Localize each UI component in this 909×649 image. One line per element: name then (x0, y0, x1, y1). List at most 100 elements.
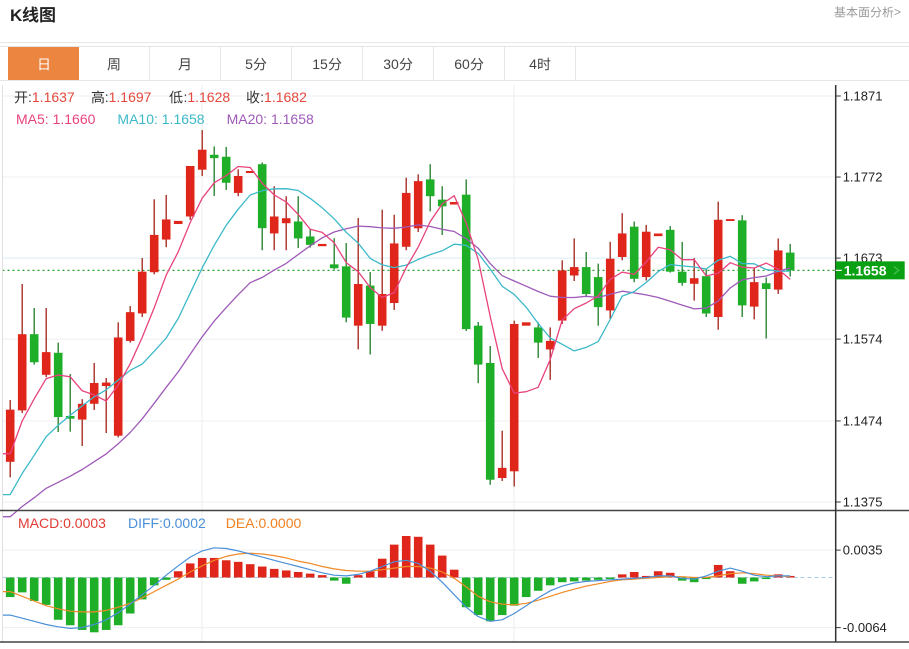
diff-line (2, 547, 791, 630)
candle-body (221, 156, 231, 183)
tab-日[interactable] (8, 47, 79, 80)
macd-bar (785, 575, 795, 578)
candle-body (293, 221, 303, 239)
macd-legend-item: DEA:0.0000 (226, 515, 302, 531)
kline-chart[interactable]: 1.1871 1.1772 1.1673 1.1574 1.1474 1.1375 0.00… (0, 85, 909, 644)
candle-body (701, 276, 711, 314)
macd-bar (521, 577, 531, 598)
legend-label: : (246, 89, 264, 105)
cjk-glyph (178, 57, 192, 71)
cjk-glyph (858, 6, 870, 18)
macd-bar (689, 577, 699, 583)
tab-周[interactable] (79, 47, 150, 80)
ohlc-legend-item: :1.1637 (14, 89, 75, 105)
tab-30分[interactable]: 30 (363, 47, 434, 80)
candle-body (653, 233, 663, 237)
legend-value: 1.1637 (31, 89, 75, 105)
macd-bar (485, 577, 495, 622)
macd-bar (665, 572, 675, 578)
macd-bar (293, 572, 303, 578)
tab-15分[interactable]: 15 (292, 47, 363, 80)
cjk-glyph (870, 6, 882, 18)
candle-body (341, 266, 351, 318)
price-axis-label: 1.1871 (843, 89, 883, 104)
candle-body (365, 285, 375, 324)
macd-bar (113, 577, 123, 626)
macd-bar (605, 577, 615, 580)
candle-body (245, 170, 255, 174)
macd-bar (617, 574, 627, 578)
legend-label: DEA: (225, 515, 259, 531)
macd-bar (437, 555, 447, 578)
macd-bar (77, 577, 87, 630)
tab-5分[interactable]: 5 (221, 47, 292, 80)
macd-bar (629, 572, 639, 578)
candle-body (41, 352, 51, 375)
macd-bar (569, 577, 579, 582)
macd-bar (257, 566, 267, 578)
macd-bar (197, 557, 207, 578)
macd-bar (125, 577, 135, 614)
candle-body (473, 325, 483, 365)
macd-bar (209, 557, 219, 578)
tab-月[interactable] (150, 47, 221, 80)
ma-legend-item: MA5: 1.1660 (16, 111, 95, 127)
tab-60分[interactable]: 60 (434, 47, 505, 80)
candle-body (533, 327, 543, 343)
legend-value: 0.0003 (63, 515, 106, 531)
candle-body (425, 179, 435, 197)
macd-bar (341, 577, 351, 584)
macd-bar (365, 571, 375, 578)
macd-bar (17, 577, 27, 593)
macd-bar (233, 561, 243, 578)
tab-4时[interactable]: 4 (505, 47, 576, 80)
candle-body (761, 283, 771, 290)
macd-bar (65, 577, 75, 626)
macd-bar (449, 569, 459, 578)
cjk-glyph (246, 90, 260, 104)
price-axis-label: 1.1574 (843, 332, 883, 347)
cjk-glyph (882, 6, 894, 18)
candle-body (449, 202, 459, 205)
cjk-glyph (470, 57, 484, 71)
candle-body (605, 258, 615, 311)
macd-bar (161, 577, 171, 580)
macd-legend-item: MACD:0.0003 (18, 515, 106, 531)
cjk-glyph (834, 6, 846, 18)
candle-body (509, 323, 519, 472)
candle-body (17, 334, 27, 411)
ohlc-legend: :1.1637:1.1697:1.1628:1.1682 (14, 89, 307, 105)
chart-canvas[interactable]: 1.18711.17721.16731.15741.14741.13750.00… (0, 85, 909, 644)
fundamental-analysis-link[interactable]: > (834, 5, 901, 19)
candle-body (5, 409, 15, 462)
macd-bar (401, 536, 411, 578)
candle-body (53, 352, 63, 418)
candle-body (617, 233, 627, 258)
page-title: K (10, 4, 56, 28)
macd-bar (41, 577, 51, 605)
candle-body (269, 216, 279, 234)
macd-bar (593, 577, 603, 580)
current-price-badge (835, 261, 905, 280)
candle-body (209, 154, 219, 159)
period-tabs: 5 15 30 60 4 (8, 47, 576, 80)
candle-body (713, 219, 723, 318)
legend-label: : (14, 89, 32, 105)
cjk-glyph (846, 6, 858, 18)
legend-value: 1.1660 (52, 111, 96, 127)
macd-bar (653, 571, 663, 578)
candle-body (725, 219, 735, 221)
macd-bar (413, 536, 423, 578)
candle-body (521, 322, 531, 326)
period-tabbar: 5 15 30 60 4 (0, 46, 909, 81)
cjk-glyph (253, 57, 267, 71)
candle-body (641, 231, 651, 278)
candle-body (461, 194, 471, 330)
macd-bar (137, 577, 147, 600)
candle-body (389, 243, 399, 304)
candle-body (665, 229, 675, 272)
candle-body (377, 294, 387, 326)
candle-body (29, 334, 39, 363)
legend-value: 1.1628 (187, 89, 231, 105)
candle-body (113, 337, 123, 436)
